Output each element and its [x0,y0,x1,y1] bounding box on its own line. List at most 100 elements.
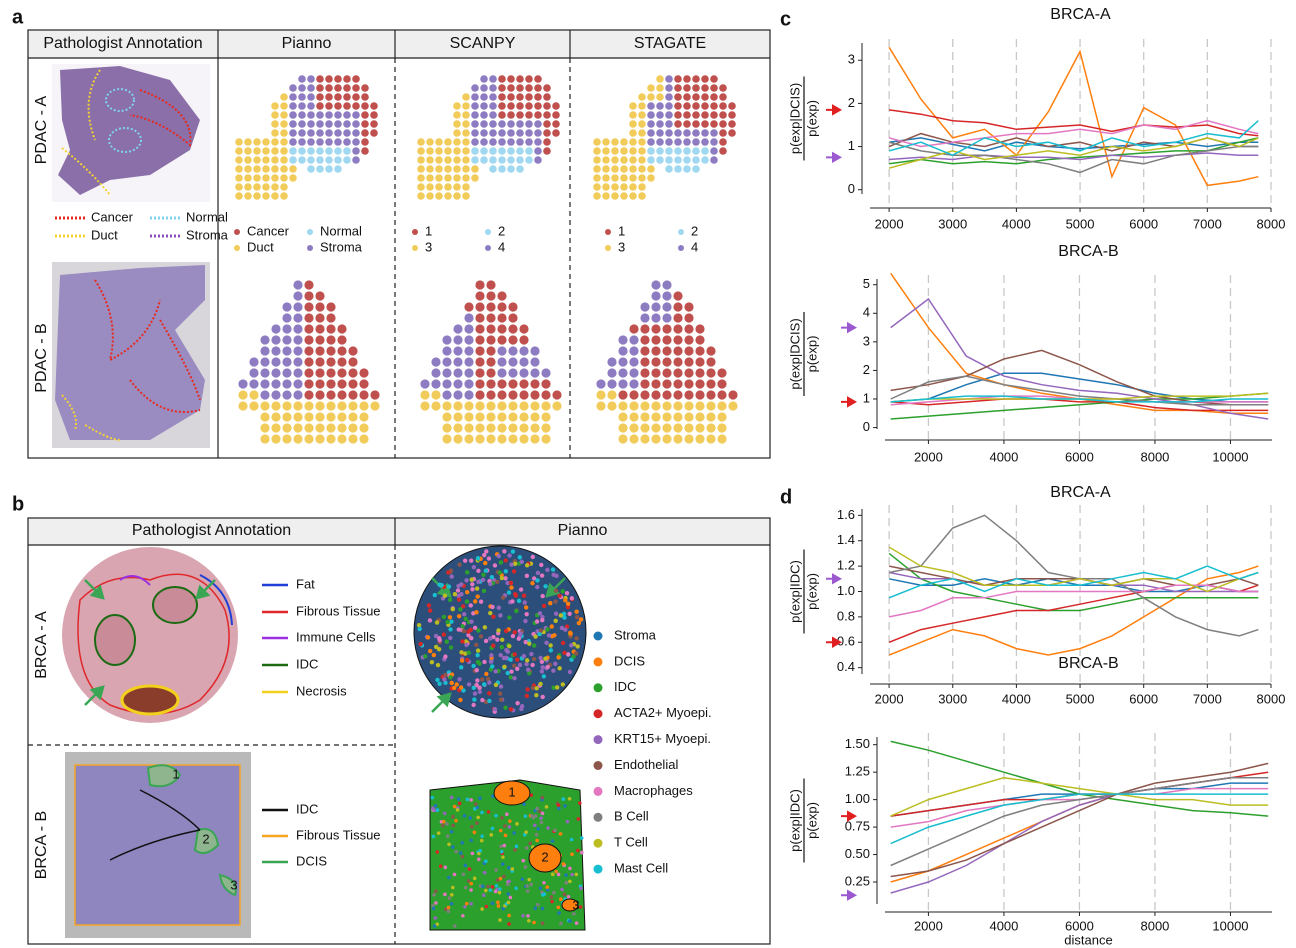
spot [548,601,552,605]
legend-dot [594,761,603,770]
spot [464,434,473,443]
y-tick-label: 1 [848,138,855,153]
spot [431,796,435,800]
spot [476,569,480,573]
spot [280,147,288,155]
spot [417,138,425,146]
spot [238,401,247,410]
spot [532,921,536,925]
y-label-numerator: p(exp|IDC) [787,789,802,852]
series-line [889,515,1258,636]
spot [457,677,461,681]
spot [519,324,528,333]
spot [436,808,440,812]
spot [509,581,513,585]
spot [620,147,628,155]
spot [551,873,555,877]
spot [458,698,462,702]
y-tick-label: 0.4 [837,659,855,674]
spot [523,619,527,623]
spot [665,147,673,155]
spot [486,885,490,889]
spot [253,192,261,200]
spot [476,660,480,664]
spot [662,313,671,322]
spot [593,156,601,164]
spot [638,120,646,128]
spot [706,379,715,388]
legend-label: IDC [296,656,318,671]
spot [507,156,515,164]
spot [706,357,715,366]
legend-label: 3 [425,239,432,254]
spot [334,120,342,128]
legend-dot [412,245,418,251]
spot [497,554,501,558]
spot [348,423,357,432]
spot [701,75,709,83]
spot [553,829,557,833]
spot [719,120,727,128]
spot [489,120,497,128]
spot [611,165,619,173]
spot [453,434,462,443]
spot [695,434,704,443]
spot [510,599,514,603]
spot [701,111,709,119]
spot [334,138,342,146]
spot [545,805,549,809]
spot [651,313,660,322]
spot [260,423,269,432]
spot [489,84,497,92]
spot [480,811,484,815]
spot [361,84,369,92]
spot [481,884,485,888]
spot [444,183,452,191]
spot [315,368,324,377]
spot [462,111,470,119]
spot [508,657,512,661]
spot [570,852,574,856]
spot [471,102,479,110]
spot [280,138,288,146]
spot [651,302,660,311]
spot [453,192,461,200]
spot [498,111,506,119]
spot [540,618,544,622]
spot [486,368,495,377]
spot [647,138,655,146]
column-header: Pianno [558,522,608,539]
spot [450,574,454,578]
spot [497,368,506,377]
spot [457,597,461,601]
spot [426,192,434,200]
x-tick-label: 4000 [1002,691,1031,706]
spot [638,183,646,191]
spot [443,654,447,658]
spot [611,183,619,191]
spot [540,573,544,577]
spot [509,669,513,673]
spot [502,549,506,553]
spot [542,604,546,608]
spot [253,183,261,191]
spot [442,632,446,636]
spot [453,102,461,110]
spot [512,664,516,668]
spot [674,84,682,92]
spot [298,93,306,101]
spot [465,570,469,574]
spot [647,102,655,110]
spot [629,192,637,200]
spot [620,192,628,200]
spot [673,313,682,322]
spot [651,401,660,410]
y-label-numerator: p(exp|IDC) [787,560,802,623]
spot [470,587,474,591]
spot [620,174,628,182]
spot [602,156,610,164]
legend-label: Stroma [186,227,229,242]
spot [435,850,439,854]
spot [706,390,715,399]
spot [464,412,473,421]
